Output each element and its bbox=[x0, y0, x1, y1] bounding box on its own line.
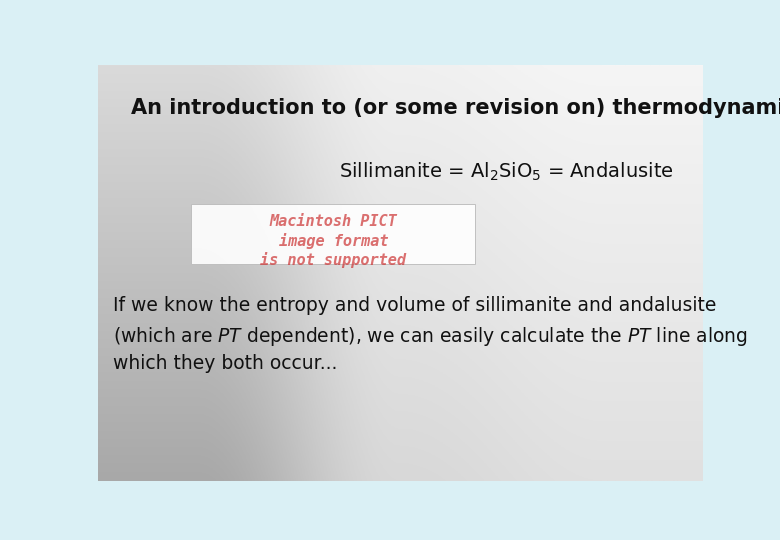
Text: which they both occur...: which they both occur... bbox=[112, 354, 337, 373]
Text: If we know the entropy and volume of sillimanite and andalusite: If we know the entropy and volume of sil… bbox=[112, 295, 716, 315]
Text: An introduction to (or some revision on) thermodynamics: An introduction to (or some revision on)… bbox=[131, 98, 780, 118]
Text: Macintosh PICT: Macintosh PICT bbox=[269, 214, 397, 230]
FancyBboxPatch shape bbox=[191, 204, 475, 265]
Text: is not supported: is not supported bbox=[261, 252, 406, 268]
Text: (which are $\mathit{PT}$ dependent), we can easily calculate the $\mathit{PT}$ l: (which are $\mathit{PT}$ dependent), we … bbox=[112, 325, 747, 348]
Text: image format: image format bbox=[278, 233, 388, 249]
Text: Sillimanite = Al$_2$SiO$_5$ = Andalusite: Sillimanite = Al$_2$SiO$_5$ = Andalusite bbox=[339, 160, 674, 183]
